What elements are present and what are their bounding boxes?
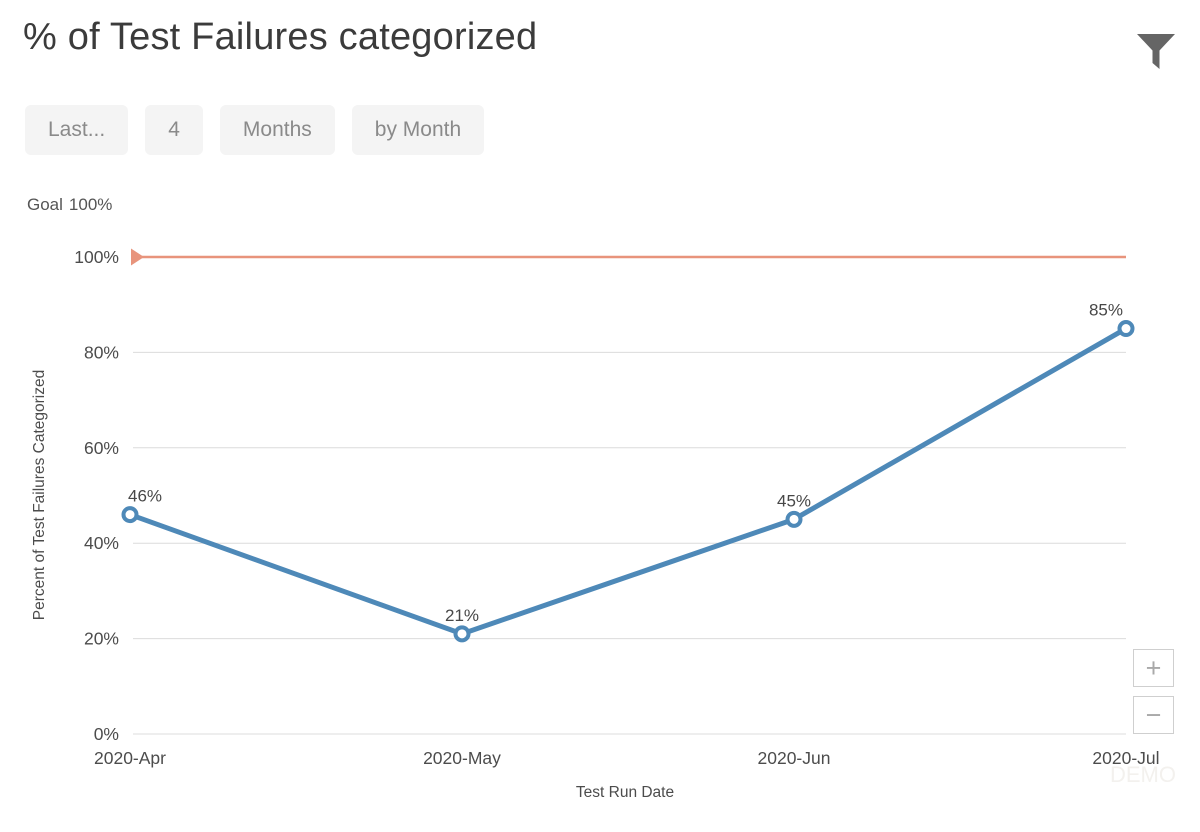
filter-chip-row: Last... 4 Months by Month [25, 105, 485, 155]
goal-line-arrow-icon [131, 248, 144, 266]
x-tick-label: 2020-May [423, 748, 501, 768]
filter-chip-unit[interactable]: Months [219, 105, 335, 155]
goal-label: Goal [27, 195, 63, 214]
y-tick-label: 100% [74, 247, 119, 267]
data-point-marker[interactable] [453, 625, 471, 643]
y-tick-label: 0% [94, 724, 119, 744]
zoom-out-button[interactable]: − [1133, 696, 1174, 734]
y-tick-label: 20% [84, 629, 119, 649]
filter-funnel-icon [1137, 34, 1175, 69]
zoom-in-button[interactable]: + [1133, 649, 1174, 687]
data-point-marker[interactable] [1117, 320, 1135, 338]
x-tick-label: 2020-Apr [94, 748, 166, 768]
data-point-label: 21% [445, 606, 479, 625]
y-tick-label: 60% [84, 438, 119, 458]
page-title: % of Test Failures categorized [23, 16, 538, 58]
filter-chip-count[interactable]: 4 [145, 105, 203, 155]
data-point-label: 45% [777, 491, 811, 510]
data-point-marker[interactable] [785, 510, 803, 528]
series-line [127, 326, 1129, 637]
goal-value: 100% [68, 195, 113, 214]
data-point-label: 46% [128, 487, 162, 506]
goal-row: Goal 100% [27, 195, 112, 215]
y-axis-title: Percent of Test Failures Categorized [31, 370, 48, 620]
filter-chip-range[interactable]: Last... [25, 105, 129, 155]
data-point-marker[interactable] [121, 506, 139, 524]
x-axis-title: Test Run Date [576, 784, 674, 801]
data-point-label: 85% [1089, 301, 1123, 320]
filter-button[interactable] [1136, 33, 1176, 73]
y-tick-label: 40% [84, 533, 119, 553]
demo-watermark: DEMO [1110, 762, 1176, 787]
x-tick-label: 2020-Jul [1092, 748, 1159, 768]
filter-chip-grouping[interactable]: by Month [351, 105, 485, 155]
y-tick-label: 80% [84, 342, 119, 362]
x-tick-label: 2020-Jun [758, 748, 831, 768]
